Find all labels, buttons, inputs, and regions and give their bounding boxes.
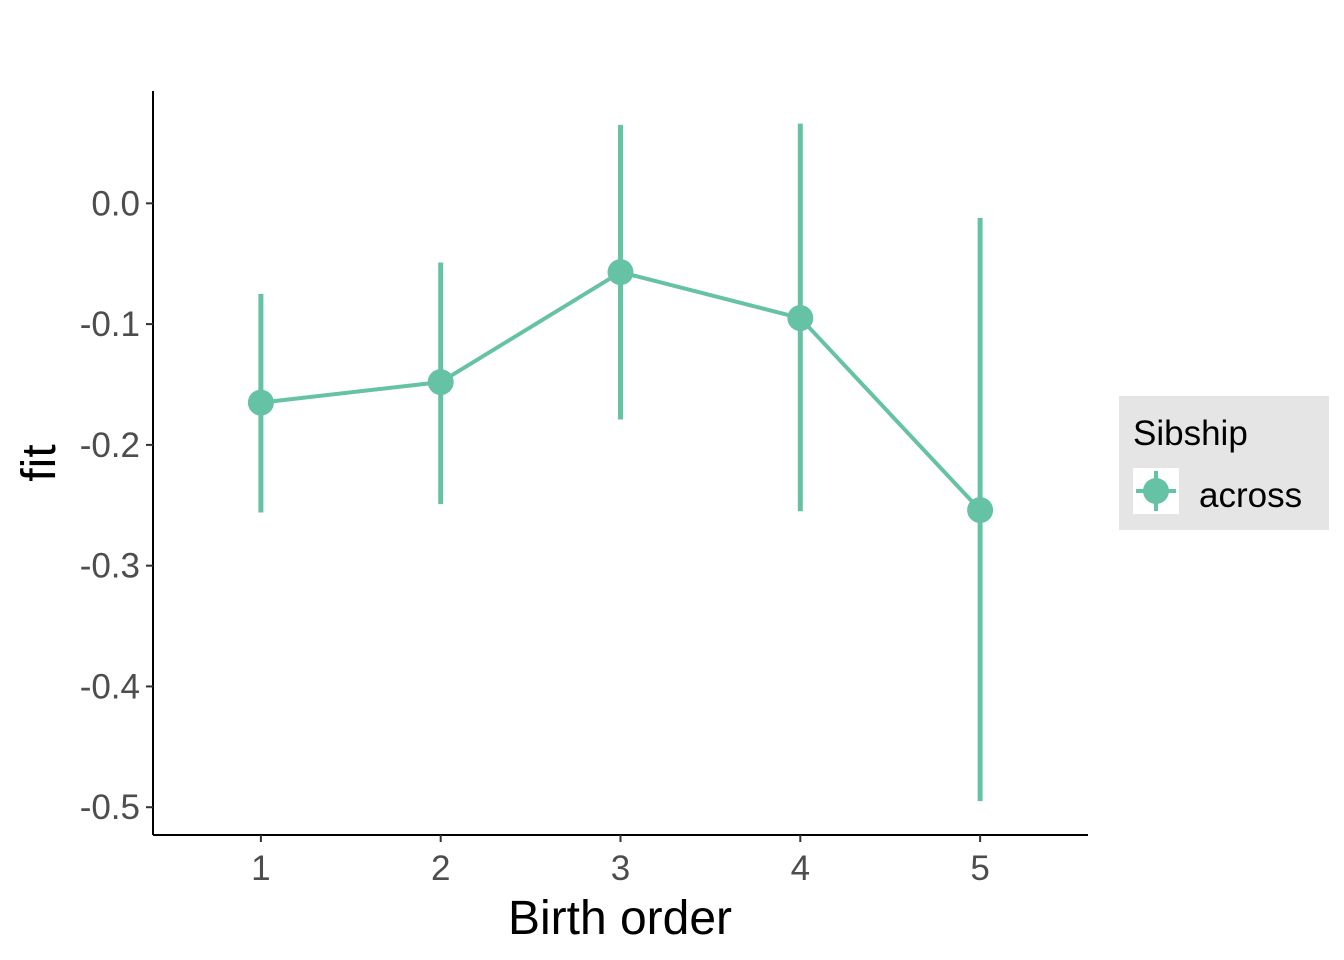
x-tick-label: 3 xyxy=(611,849,630,888)
x-tick-label: 2 xyxy=(431,849,450,888)
legend-key-point xyxy=(1143,478,1169,504)
legend: Sibship across xyxy=(1119,396,1329,530)
y-tick-label: 0.0 xyxy=(91,184,140,223)
y-tick-label: -0.5 xyxy=(80,788,140,827)
plot-area xyxy=(247,123,994,802)
y-tick-label: -0.1 xyxy=(80,305,140,344)
x-tick-label: 4 xyxy=(791,849,810,888)
x-axis-title: Birth order xyxy=(508,892,732,945)
axes: 0.0 -0.1 -0.2 -0.3 -0.4 -0.5 1 2 3 4 5 xyxy=(80,91,1088,888)
y-tick-label: -0.4 xyxy=(80,667,140,706)
data-point xyxy=(787,305,814,332)
y-tick-label: -0.3 xyxy=(80,547,140,586)
data-point xyxy=(607,259,634,286)
data-point xyxy=(967,497,994,524)
data-point xyxy=(247,389,274,416)
legend-title: Sibship xyxy=(1133,414,1248,453)
data-point xyxy=(427,369,454,396)
y-tick-label: -0.2 xyxy=(80,426,140,465)
y-axis-title: fit xyxy=(13,444,66,481)
x-tick-label: 1 xyxy=(251,849,270,888)
legend-label-across: across xyxy=(1199,476,1302,515)
x-tick-label: 5 xyxy=(970,849,989,888)
